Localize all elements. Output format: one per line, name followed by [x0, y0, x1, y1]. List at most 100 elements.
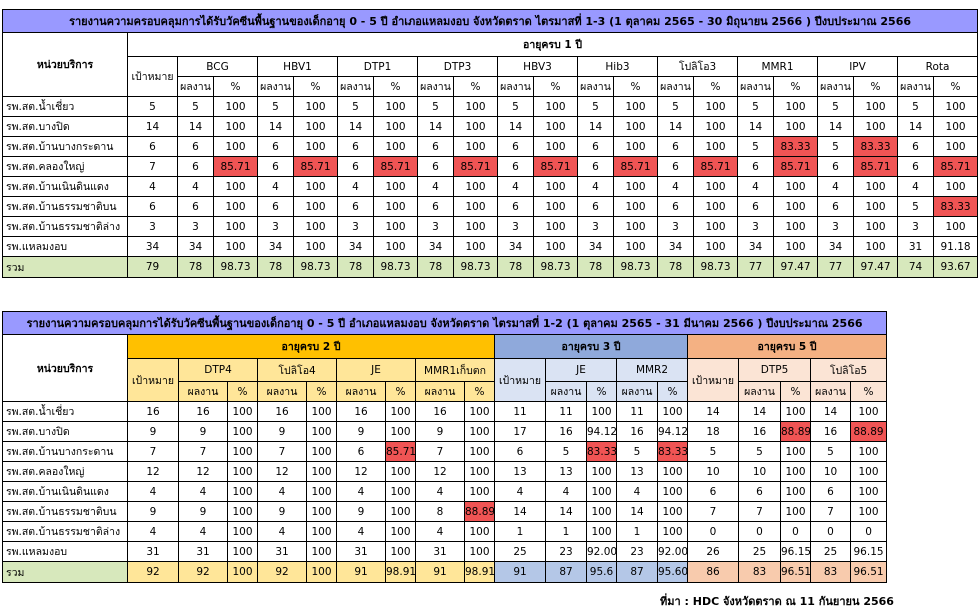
unit-name: รพ.สต.บ้านธรรมชาติล่าง [2, 521, 128, 542]
result-value: 5 [657, 96, 694, 117]
result-value: 3 [417, 216, 454, 237]
percent-value: 100 [227, 461, 258, 482]
result-value: 16 [738, 421, 781, 442]
percent-value: 100 [657, 401, 688, 422]
percent-value: 100 [849, 501, 888, 522]
result-value: 6 [497, 156, 534, 177]
result-value: 5 [337, 96, 374, 117]
unit-name: รพ.สต.บ้านเนินดินแดง [2, 176, 128, 197]
result-value: 6 [336, 441, 386, 462]
table-row: รพ.สต.บ้านธรรมชาติบน 9 9 100 9 100 9 100 8 88.89 1… [2, 501, 888, 522]
total-percent: 93.67 [932, 256, 978, 278]
percent-header: % [780, 381, 811, 402]
vaccine-header: โปลิโอ3 [657, 56, 738, 77]
target-value: 6 [687, 481, 739, 502]
percent-value: 100 [464, 481, 495, 502]
table-row: รพ.สต.บ้านบางกระดาน 6 6 100 6 100 6 100 6 100 6 100… [2, 136, 978, 157]
table-row: รพ.สต.บ้านธรรมชาติล่าง 3 3 100 3 100 3 100 3 100 3… [2, 216, 978, 237]
percent-value: 100 [464, 441, 495, 462]
total-result: 91 [336, 561, 386, 583]
result-value: 6 [657, 136, 694, 157]
target-value: 4 [127, 176, 178, 197]
percent-value: 100 [373, 176, 418, 197]
total-result: 83 [738, 561, 781, 583]
age-header: อายุครบ 1 ปี [126, 32, 978, 57]
percent-value: 88.89 [464, 501, 495, 522]
total-result: 78 [257, 256, 294, 278]
percent-value: 83.33 [773, 136, 818, 157]
percent-value: 100 [213, 216, 258, 237]
target-value: 13 [494, 461, 546, 482]
result-value: 14 [417, 116, 454, 137]
percent-value: 100 [853, 216, 898, 237]
result-value: 4 [336, 521, 386, 542]
percent-value: 85.71 [932, 156, 978, 177]
total-percent: 98.73 [293, 256, 338, 278]
result-value: 7 [178, 441, 228, 462]
percent-value: 100 [853, 176, 898, 197]
unit-header: หน่วยบริการ [2, 334, 128, 402]
result-value: 4 [577, 176, 614, 197]
percent-value: 100 [657, 501, 688, 522]
percent-value: 100 [227, 521, 258, 542]
percent-value: 0 [780, 521, 811, 542]
total-percent: 100 [227, 561, 258, 583]
total-percent: 98.73 [453, 256, 498, 278]
percent-value: 100 [693, 196, 738, 217]
table-row: รพ.แหลมงอบ 31 31 100 31 100 31 100 31 100 25 23 92.0… [2, 541, 888, 562]
source-note: ที่มา : HDC จังหวัดตราด ณ 11 กันยายน 256… [660, 595, 894, 608]
total-result: 78 [177, 256, 214, 278]
percent-value: 100 [849, 401, 888, 422]
table-row: รพ.สต.คลองใหญ่ 12 12 100 12 100 12 100 12 100 13 13… [2, 461, 888, 482]
percent-value: 85.71 [773, 156, 818, 177]
table-row: รพ.สต.บางปิด 14 14 100 14 100 14 100 14 100 14 100 1… [2, 116, 978, 137]
target-value: 3 [127, 216, 178, 237]
percent-value: 100 [385, 461, 416, 482]
result-header: ผลงาน [738, 381, 781, 402]
result-value: 13 [545, 461, 587, 482]
percent-value: 100 [586, 481, 617, 502]
percent-value: 100 [932, 176, 978, 197]
coverage-table-age2-5: รายงานความครอบคลุมการได้รับวัคซีนพื้นฐาน… [1, 311, 888, 583]
percent-header: % [586, 381, 617, 402]
result-header: ผลงาน [415, 381, 465, 402]
total-result: 87 [545, 561, 587, 583]
result-value: 6 [737, 156, 774, 177]
result-value: 4 [178, 521, 228, 542]
result-value: 7 [738, 501, 781, 522]
age-row: หน่วยบริการ อายุครบ 1 ปี [2, 32, 978, 97]
percent-value: 100 [657, 521, 688, 542]
percent-value: 83.33 [586, 441, 617, 462]
percent-value: 100 [306, 401, 337, 422]
percent-value: 100 [853, 96, 898, 117]
percent-value: 85.71 [533, 156, 578, 177]
result-value: 6 [497, 136, 534, 157]
unit-name: รพ.สต.บ้านเนินดินแดง [2, 481, 128, 502]
table-row: รพ.สต.บางปิด 9 9 100 9 100 9 100 9 100 17 16 94.12 16… [2, 421, 888, 442]
percent-value: 100 [227, 501, 258, 522]
result-value: 4 [616, 481, 658, 502]
target-value: 6 [127, 196, 178, 217]
result-value: 1 [616, 521, 658, 542]
result-value: 6 [817, 156, 854, 177]
age-row: หน่วยบริการ อายุครบ 2 ปี อายุครบ 3 ปี อายุค… [2, 334, 888, 402]
unit-name: รพ.สต.บ้านบางกระดาน [2, 136, 128, 157]
result-value: 7 [257, 441, 307, 462]
result-header: ผลงาน [257, 381, 307, 402]
total-result: 78 [417, 256, 454, 278]
target-value: 5 [687, 441, 739, 462]
result-value: 4 [417, 176, 454, 197]
result-value: 23 [545, 541, 587, 562]
result-value: 6 [737, 196, 774, 217]
target-value: 6 [494, 441, 546, 462]
vaccine-header: MMR1เก็บตก [415, 358, 495, 382]
percent-value: 100 [213, 96, 258, 117]
result-value: 16 [545, 421, 587, 442]
result-value: 3 [817, 216, 854, 237]
percent-value: 100 [853, 116, 898, 137]
vaccine-header: JE [336, 358, 416, 382]
result-value: 3 [337, 216, 374, 237]
result-value: 34 [257, 236, 294, 257]
percent-value: 100 [932, 116, 978, 137]
result-value: 6 [337, 196, 374, 217]
